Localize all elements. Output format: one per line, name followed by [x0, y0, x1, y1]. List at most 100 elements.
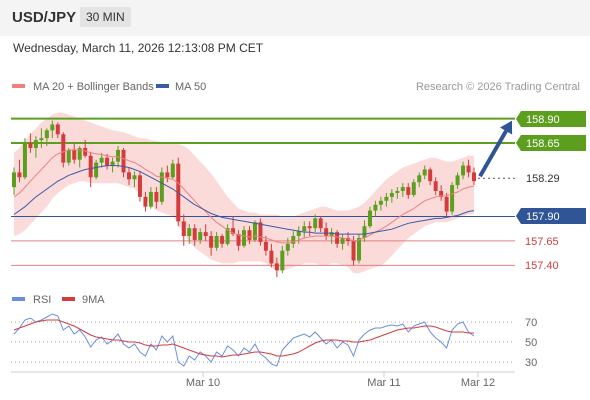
candle-body-5	[39, 138, 44, 141]
candle-body-79	[444, 196, 449, 212]
candle-body-46	[263, 241, 268, 251]
candle-body-38	[220, 236, 225, 244]
rsi-tick-label-1: 50	[525, 337, 537, 349]
candle-body-7	[50, 124, 55, 131]
price-legend: MA 20 + Bollinger Bands MA 50 Research ©…	[12, 81, 580, 93]
candle-body-63	[357, 237, 361, 261]
candle-body-68	[384, 196, 389, 201]
candle-body-29	[170, 163, 175, 178]
x-tick-label-1: Mar 11	[367, 377, 400, 389]
candle-body-8	[55, 124, 60, 135]
candle-body-48	[274, 263, 279, 271]
candle-body-67	[378, 200, 383, 205]
candle-body-82	[461, 165, 466, 176]
candle-body-50	[285, 243, 290, 251]
candle-body-51	[291, 236, 296, 244]
forecast-arrow	[478, 120, 513, 178]
candle-body-73	[411, 182, 416, 195]
candle-body-17	[105, 157, 110, 166]
level-label-3: 157.90	[526, 211, 560, 223]
rsi-ma-legend-label: 9MA	[82, 294, 105, 306]
timeframe-button[interactable]: 30 MIN	[80, 7, 131, 27]
candle-body-77	[433, 181, 438, 191]
candle-body-52	[296, 231, 301, 237]
candle-body-47	[269, 250, 274, 264]
candle-body-33	[192, 228, 197, 240]
candle-body-72	[406, 187, 411, 195]
candle-body-62	[351, 240, 356, 261]
candle-body-26	[154, 191, 159, 202]
level-tag-3	[516, 208, 586, 224]
candle-body-2	[22, 143, 27, 178]
level-label-5: 157.40	[525, 260, 559, 272]
candle-body-28	[165, 172, 170, 178]
candle-body-57	[324, 228, 329, 237]
candle-body-43	[247, 230, 252, 240]
candle-body-44	[252, 222, 257, 240]
rsi-legend: RSI 9MA	[12, 294, 105, 306]
candle-body-27	[159, 172, 164, 202]
candle-body-21	[127, 172, 131, 180]
candle-body-10	[66, 149, 71, 163]
rsi-ma-line	[13, 319, 474, 358]
level-label-0: 158.90	[526, 114, 560, 126]
rsi-legend-label: RSI	[33, 294, 51, 306]
timestamp: Wednesday, March 11, 2026 12:13:08 PM CE…	[13, 41, 264, 55]
ma50-line	[13, 165, 475, 235]
candle-body-74	[417, 175, 422, 183]
candle-body-37	[214, 236, 219, 248]
candle-body-23	[137, 175, 142, 197]
candle-body-71	[400, 187, 405, 191]
candle-body-59	[335, 232, 340, 244]
rsi-tick-label-2: 30	[525, 357, 537, 369]
candle-body-22	[132, 175, 137, 180]
candle-body-1	[17, 172, 22, 178]
candle-body-19	[116, 149, 121, 162]
level-tag-1	[516, 135, 586, 151]
rsi-tick-label-0: 70	[525, 317, 537, 329]
candle-body-14	[88, 155, 93, 178]
ma-bb-legend-label: MA 20 + Bollinger Bands	[33, 81, 154, 93]
candle-body-49	[280, 250, 285, 271]
candle-body-25	[148, 191, 153, 207]
candle-body-42	[242, 230, 246, 246]
candle-body-70	[395, 191, 400, 193]
candle-body-45	[258, 222, 263, 242]
bollinger-band-fill	[14, 112, 474, 274]
x-tick-label-2: Mar 12	[461, 377, 495, 389]
candle-body-60	[340, 237, 345, 244]
rsi-line	[13, 313, 475, 367]
candle-body-32	[187, 228, 192, 237]
x-tick-label-0: Mar 10	[186, 377, 220, 389]
candle-body-80	[450, 185, 455, 212]
level-label-2: 158.29	[526, 173, 560, 185]
forecast-arrow-head	[500, 120, 513, 135]
rsi-legend-swatch	[12, 297, 25, 301]
forecast-arrow-shaft	[478, 129, 508, 178]
level-tag-0	[516, 111, 586, 127]
candle-body-9	[61, 134, 66, 163]
candle-body-64	[362, 226, 367, 238]
symbol-title: USD/JPY	[12, 9, 77, 26]
candle-body-15	[94, 162, 99, 178]
level-label-1: 158.65	[526, 138, 560, 150]
candle-body-11	[72, 149, 77, 160]
candle-body-41	[236, 234, 241, 246]
ma50-legend-label: MA 50	[175, 81, 206, 93]
candle-body-31	[181, 221, 186, 237]
level-lines	[11, 117, 515, 266]
candle-body-78	[439, 191, 444, 197]
rsi-panel: 70 50 30	[11, 313, 537, 369]
ma20-line	[13, 149, 475, 244]
candle-body-13	[83, 147, 88, 156]
candle-body-6	[44, 130, 49, 139]
candle-body-55	[313, 218, 318, 229]
level-label-4: 157.65	[525, 236, 559, 248]
bollinger-bands	[14, 112, 474, 274]
candle-body-34	[198, 232, 203, 240]
x-axis: Mar 10 Mar 11 Mar 12	[11, 371, 515, 389]
candle-body-81	[455, 175, 460, 186]
level-tag-2	[516, 170, 586, 186]
credit-label: Research © 2026 Trading Central	[416, 81, 580, 93]
